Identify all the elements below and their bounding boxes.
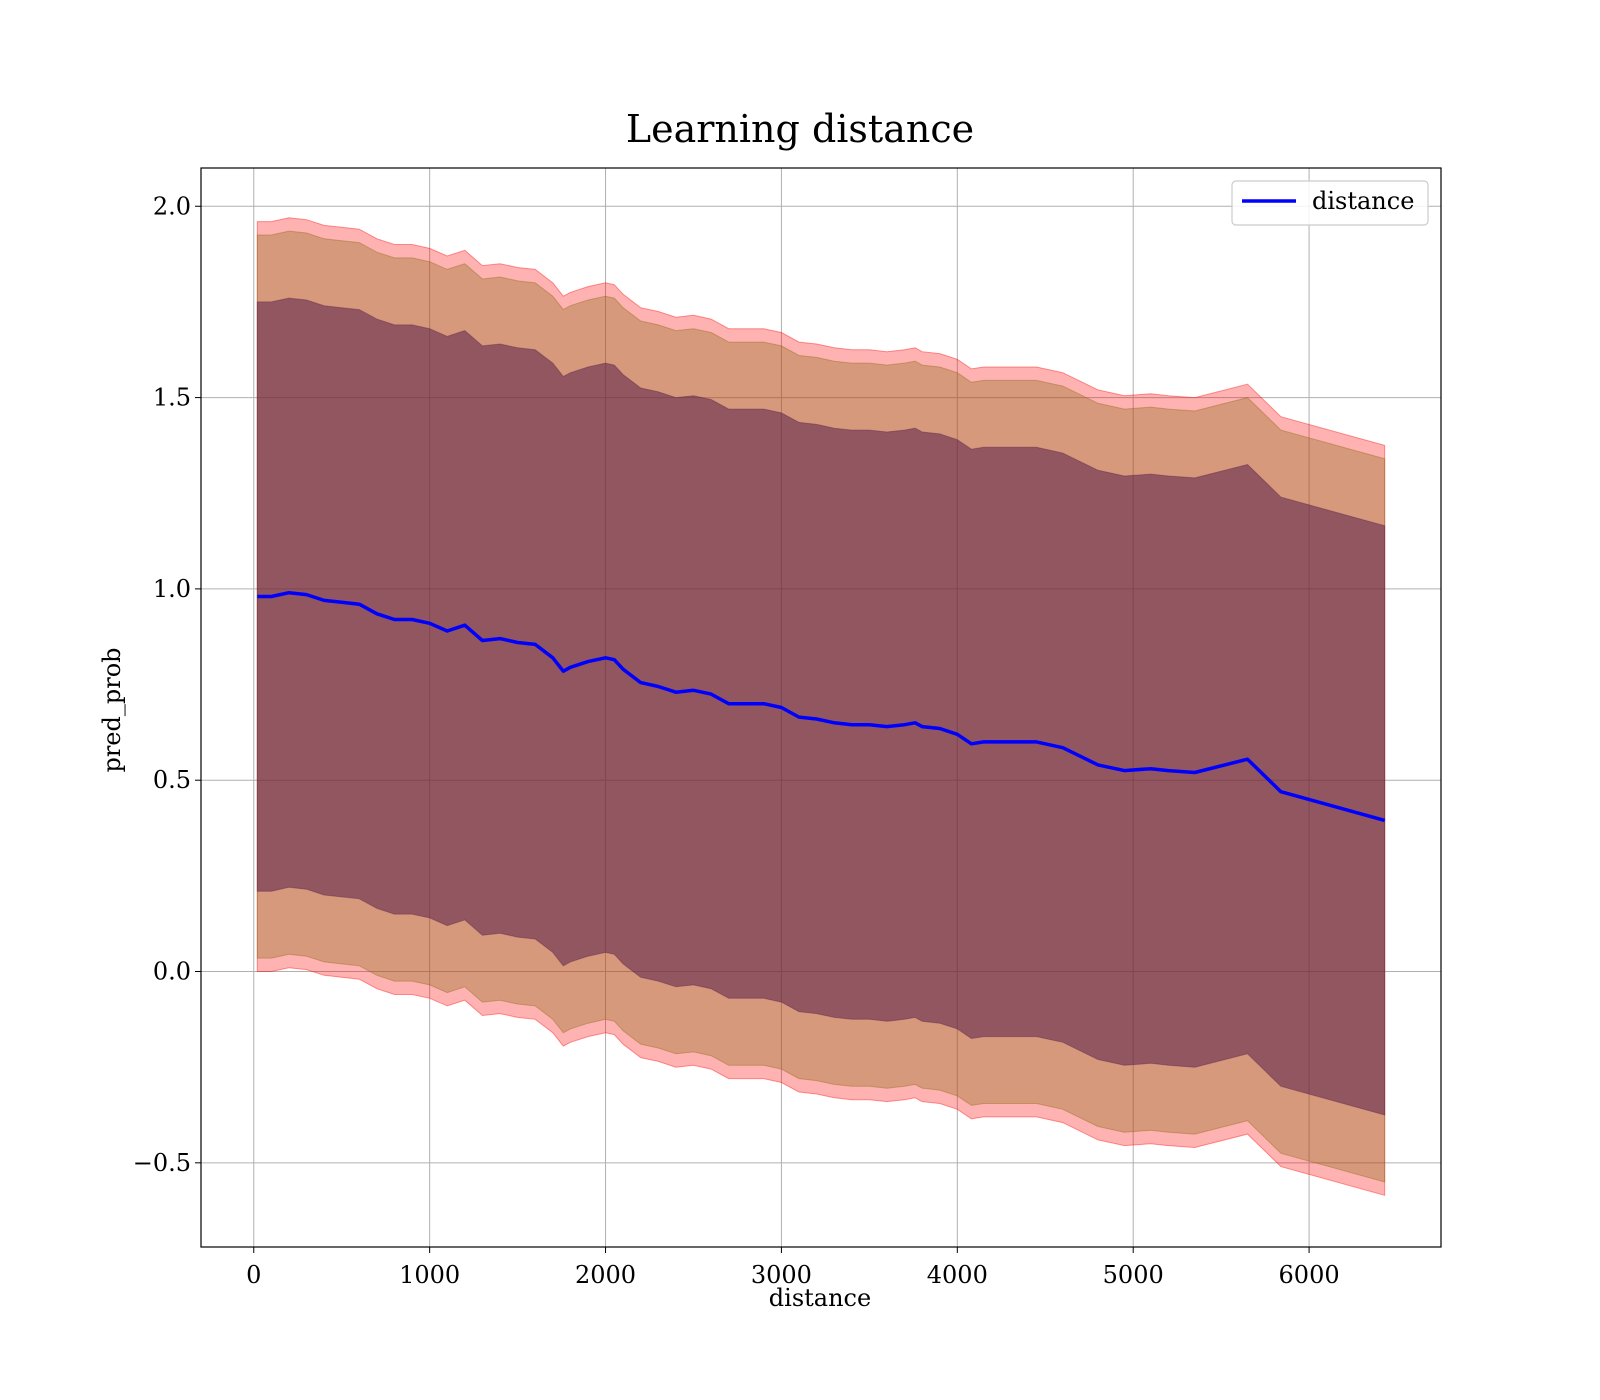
y-tick-label: 0.0 — [153, 958, 191, 986]
x-tick-label: 0 — [246, 1261, 261, 1289]
legend: distance — [1231, 180, 1429, 226]
x-tick-label: 6000 — [1279, 1261, 1340, 1289]
band-inner — [256, 297, 1386, 1116]
y-tick-label: 0.5 — [153, 766, 191, 794]
series-lines — [257, 590, 1386, 823]
x-tick-label: 2000 — [575, 1261, 636, 1289]
x-axis-label: distance — [769, 1284, 871, 1312]
series-line-distance — [257, 590, 1386, 823]
x-tick-label: 3000 — [751, 1261, 812, 1289]
y-tick-label: 1.5 — [153, 384, 191, 412]
legend-entry-distance: distance — [1312, 187, 1414, 215]
x-tick-label: 5000 — [1103, 1261, 1164, 1289]
confidence-bands — [256, 217, 1386, 1196]
x-tick-label: 1000 — [399, 1261, 460, 1289]
y-axis: −0.5 0.0 0.5 1.0 1.5 2.0 — [133, 192, 201, 1177]
plot-frame — [200, 167, 1442, 1248]
y-tick-label: 1.0 — [153, 575, 191, 603]
y-tick-label: −0.5 — [133, 1149, 191, 1177]
x-tick-label: 4000 — [927, 1261, 988, 1289]
x-axis: 0 1000 2000 3000 4000 5000 6000 — [246, 1247, 1340, 1289]
y-tick-label: 2.0 — [153, 192, 191, 220]
y-axis-label: pred_prob — [98, 647, 126, 772]
plot-area — [200, 167, 1442, 1248]
legend-box — [1231, 180, 1429, 226]
chart-title: Learning distance — [626, 107, 974, 151]
